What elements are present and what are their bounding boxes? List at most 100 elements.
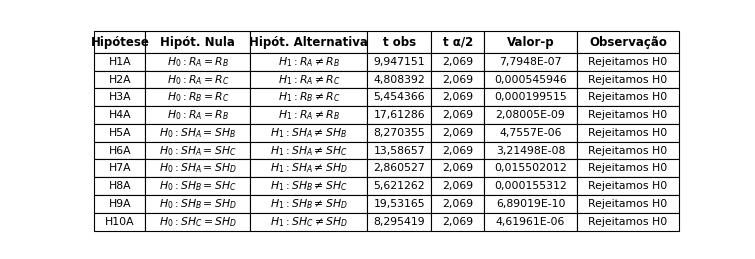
Bar — [577, 106, 680, 124]
Bar — [251, 124, 368, 142]
Text: 2,069: 2,069 — [442, 110, 473, 120]
Text: $H_0:SH_B{=}SH_C$: $H_0:SH_B{=}SH_C$ — [159, 179, 237, 193]
Text: Rejeitamos H0: Rejeitamos H0 — [588, 75, 667, 85]
Text: H6A: H6A — [109, 146, 131, 156]
Text: Rejeitamos H0: Rejeitamos H0 — [588, 57, 667, 67]
Bar — [146, 195, 251, 213]
Bar — [431, 53, 485, 71]
Text: $H_0:SH_A{=}SH_C$: $H_0:SH_A{=}SH_C$ — [159, 144, 237, 157]
Bar — [251, 106, 368, 124]
Bar — [368, 106, 431, 124]
Bar — [368, 53, 431, 71]
Text: $H_0:R_A{=}R_C$: $H_0:R_A{=}R_C$ — [167, 73, 230, 87]
Bar — [94, 31, 146, 53]
Bar — [251, 31, 368, 53]
Bar — [431, 31, 485, 53]
Text: Rejeitamos H0: Rejeitamos H0 — [588, 110, 667, 120]
Bar — [577, 160, 680, 177]
Bar — [431, 89, 485, 106]
Bar — [251, 213, 368, 231]
Bar — [485, 31, 577, 53]
Text: t obs: t obs — [383, 35, 416, 48]
Text: 2,069: 2,069 — [442, 128, 473, 138]
Text: 6,89019E-10: 6,89019E-10 — [496, 199, 565, 209]
Text: $H_0:SH_B{=}SH_D$: $H_0:SH_B{=}SH_D$ — [159, 197, 237, 211]
Text: H1A: H1A — [109, 57, 131, 67]
Bar — [485, 142, 577, 160]
Bar — [485, 53, 577, 71]
Text: $H_1:SH_B{\neq}SH_C$: $H_1:SH_B{\neq}SH_C$ — [270, 179, 348, 193]
Bar — [146, 71, 251, 89]
Text: $H_0:SH_C{=}SH_D$: $H_0:SH_C{=}SH_D$ — [159, 215, 237, 228]
Bar — [251, 71, 368, 89]
Text: 7,7948E-07: 7,7948E-07 — [499, 57, 562, 67]
Text: 3,21498E-08: 3,21498E-08 — [496, 146, 565, 156]
Text: 4,7557E-06: 4,7557E-06 — [499, 128, 562, 138]
Text: 2,860527: 2,860527 — [374, 163, 425, 173]
Text: 4,808392: 4,808392 — [374, 75, 425, 85]
Bar — [577, 177, 680, 195]
Text: 2,069: 2,069 — [442, 57, 473, 67]
Text: H7A: H7A — [109, 163, 131, 173]
Bar — [577, 213, 680, 231]
Text: 2,069: 2,069 — [442, 181, 473, 191]
Text: 13,58657: 13,58657 — [374, 146, 425, 156]
Bar — [146, 89, 251, 106]
Bar — [485, 106, 577, 124]
Text: Hipót. Nula: Hipót. Nula — [161, 35, 236, 48]
Bar — [368, 160, 431, 177]
Bar — [146, 106, 251, 124]
Text: $H_1:SH_A{\neq}SH_B$: $H_1:SH_A{\neq}SH_B$ — [270, 126, 347, 140]
Text: H2A: H2A — [109, 75, 131, 85]
Bar — [94, 213, 146, 231]
Text: 2,069: 2,069 — [442, 217, 473, 227]
Text: H3A: H3A — [109, 92, 131, 102]
Text: Observação: Observação — [589, 35, 667, 48]
Text: Rejeitamos H0: Rejeitamos H0 — [588, 92, 667, 102]
Bar — [251, 177, 368, 195]
Text: 19,53165: 19,53165 — [374, 199, 425, 209]
Bar — [577, 53, 680, 71]
Text: 2,069: 2,069 — [442, 163, 473, 173]
Text: Rejeitamos H0: Rejeitamos H0 — [588, 199, 667, 209]
Text: 2,069: 2,069 — [442, 146, 473, 156]
Bar — [485, 177, 577, 195]
Text: $H_0:R_A{=}R_B$: $H_0:R_A{=}R_B$ — [167, 108, 229, 122]
Text: H8A: H8A — [109, 181, 131, 191]
Bar — [577, 195, 680, 213]
Text: H9A: H9A — [109, 199, 131, 209]
Bar — [485, 71, 577, 89]
Bar — [577, 31, 680, 53]
Bar — [251, 89, 368, 106]
Bar — [146, 31, 251, 53]
Text: H5A: H5A — [109, 128, 131, 138]
Bar — [577, 89, 680, 106]
Bar — [431, 160, 485, 177]
Bar — [94, 124, 146, 142]
Bar — [368, 177, 431, 195]
Text: 5,454366: 5,454366 — [374, 92, 425, 102]
Bar — [146, 160, 251, 177]
Bar — [577, 71, 680, 89]
Text: H4A: H4A — [109, 110, 131, 120]
Bar — [94, 89, 146, 106]
Bar — [431, 71, 485, 89]
Bar — [431, 213, 485, 231]
Text: t α/2: t α/2 — [442, 35, 473, 48]
Text: $H_1:R_A{\neq}R_C$: $H_1:R_A{\neq}R_C$ — [278, 73, 341, 87]
Text: 0,015502012: 0,015502012 — [495, 163, 567, 173]
Bar — [577, 124, 680, 142]
Text: 0,000545946: 0,000545946 — [495, 75, 567, 85]
Text: Hipótese: Hipótese — [91, 35, 149, 48]
Text: 2,08005E-09: 2,08005E-09 — [496, 110, 565, 120]
Bar — [485, 213, 577, 231]
Bar — [94, 160, 146, 177]
Bar — [431, 142, 485, 160]
Bar — [485, 195, 577, 213]
Text: $H_0:R_A{=}R_B$: $H_0:R_A{=}R_B$ — [167, 55, 229, 69]
Bar — [485, 89, 577, 106]
Text: $H_1:R_A{\neq}R_B$: $H_1:R_A{\neq}R_B$ — [278, 55, 340, 69]
Bar — [431, 177, 485, 195]
Text: $H_0:SH_A{=}SH_B$: $H_0:SH_A{=}SH_B$ — [159, 126, 236, 140]
Bar — [94, 106, 146, 124]
